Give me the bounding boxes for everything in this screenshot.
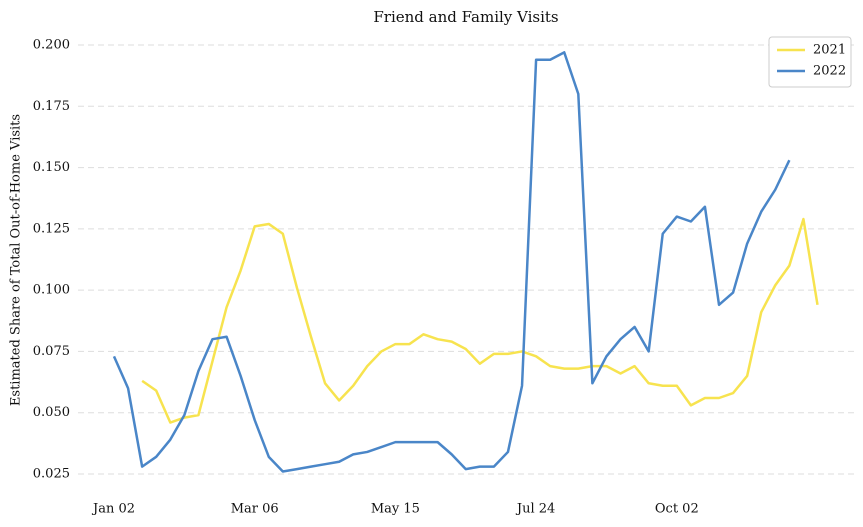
legend-label: 2021: [813, 43, 846, 58]
y-axis-label: Estimated Share of Total Out-of-Home Vis…: [9, 114, 24, 406]
x-tick-label: Jul 24: [515, 502, 555, 517]
y-tick-label: 0.075: [33, 344, 70, 359]
y-tick-label: 0.050: [33, 405, 70, 420]
x-tick-label: Jan 02: [91, 502, 135, 517]
y-tick-label: 0.175: [33, 99, 70, 114]
series-line: [141, 217, 819, 424]
legend-label: 2022: [813, 64, 846, 79]
legend: 2021 2022: [768, 36, 852, 88]
y-tick-label: 0.200: [33, 38, 70, 53]
y-tick-label: 0.100: [33, 283, 70, 298]
x-tick-label: Oct 02: [655, 502, 699, 517]
x-tick-label: May 15: [371, 502, 420, 517]
chart-title: Friend and Family Visits: [373, 8, 558, 26]
y-tick-label: 0.150: [33, 160, 70, 175]
series-line: [112, 51, 791, 473]
y-tick-label: 0.125: [33, 221, 70, 236]
y-tick-label: 0.025: [33, 466, 70, 481]
x-tick-label: Mar 06: [231, 502, 279, 517]
